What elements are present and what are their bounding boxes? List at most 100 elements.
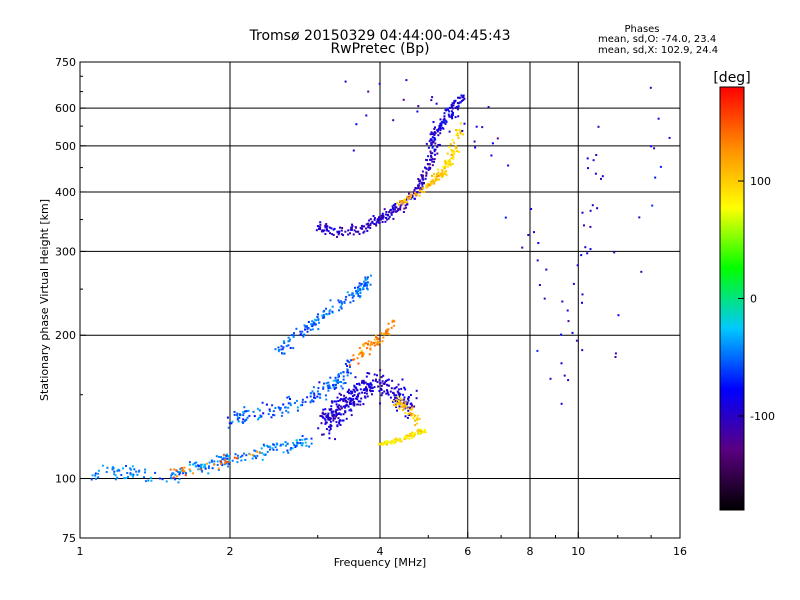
data-point — [400, 403, 403, 406]
data-point — [332, 384, 334, 387]
x-axis-label: Frequency [MHz] — [334, 556, 426, 569]
data-point — [328, 312, 331, 315]
data-point — [354, 376, 357, 379]
data-point — [327, 385, 330, 388]
data-point — [138, 469, 141, 472]
data-point — [601, 175, 604, 178]
data-point — [339, 399, 341, 402]
data-point — [344, 363, 347, 365]
data-point — [364, 284, 367, 287]
data-point — [380, 376, 383, 379]
data-point — [392, 439, 395, 442]
data-point — [451, 149, 454, 152]
data-point — [409, 195, 412, 198]
data-point — [360, 224, 363, 227]
data-point — [437, 174, 440, 177]
data-point — [403, 406, 405, 409]
data-point — [445, 173, 448, 176]
data-point — [363, 388, 366, 390]
data-point — [172, 476, 175, 479]
data-point — [371, 343, 374, 346]
colorbar-tick-label: 0 — [750, 293, 757, 306]
data-point — [326, 313, 329, 316]
data-point — [91, 474, 94, 477]
data-point — [426, 186, 429, 189]
data-point — [406, 203, 409, 206]
data-point — [336, 230, 339, 233]
data-point — [591, 204, 594, 207]
data-point — [221, 464, 224, 467]
data-point — [320, 422, 323, 425]
data-point — [597, 125, 600, 128]
data-point — [369, 222, 372, 225]
colorbar-tick-label: -100 — [750, 410, 775, 423]
data-point — [396, 396, 399, 399]
data-point — [179, 467, 182, 470]
data-point — [253, 449, 256, 452]
data-point — [312, 386, 315, 389]
data-point — [295, 399, 298, 402]
data-point — [299, 333, 302, 336]
data-point — [433, 172, 436, 175]
data-point — [389, 396, 392, 399]
data-point — [231, 420, 234, 423]
data-point — [394, 397, 397, 399]
data-point — [385, 217, 387, 219]
data-point — [421, 187, 424, 190]
data-point — [379, 402, 381, 405]
data-point — [363, 342, 366, 345]
data-point — [233, 410, 236, 413]
data-point — [437, 134, 440, 137]
data-point — [381, 340, 384, 343]
data-point — [202, 466, 205, 469]
data-point — [357, 362, 360, 365]
data-point — [271, 404, 274, 407]
y-tick-label: 300 — [55, 245, 76, 258]
data-point — [324, 226, 327, 229]
data-point — [356, 288, 359, 291]
data-point — [125, 465, 127, 467]
data-point — [97, 472, 100, 475]
data-point — [447, 108, 450, 111]
data-point — [385, 211, 388, 213]
data-point — [392, 210, 395, 213]
data-point — [349, 390, 352, 393]
data-point — [487, 106, 490, 108]
data-point — [421, 183, 424, 186]
data-point — [451, 139, 454, 142]
data-point — [349, 232, 351, 235]
data-point — [381, 392, 384, 395]
data-point — [256, 407, 259, 410]
data-point — [382, 382, 385, 385]
data-point — [421, 181, 424, 184]
data-point — [258, 409, 261, 412]
data-point — [346, 359, 349, 362]
data-point — [363, 285, 365, 288]
data-point — [218, 455, 220, 458]
data-point — [649, 86, 652, 89]
data-point — [237, 457, 240, 460]
data-point — [399, 200, 402, 203]
data-point — [144, 471, 146, 474]
data-point — [446, 165, 449, 168]
data-point — [329, 309, 332, 312]
data-point — [272, 410, 275, 413]
data-point — [349, 372, 352, 375]
data-point — [319, 228, 321, 231]
data-point — [385, 380, 388, 382]
data-point — [371, 220, 374, 223]
data-point — [350, 414, 353, 417]
x-tick-label: 16 — [673, 545, 687, 558]
data-point — [377, 443, 380, 446]
data-point — [342, 405, 345, 408]
data-point — [366, 229, 369, 232]
data-point — [340, 229, 343, 232]
data-point — [377, 338, 380, 341]
data-point — [318, 225, 321, 228]
data-point — [431, 178, 434, 181]
data-point — [332, 415, 335, 418]
data-point — [279, 444, 282, 447]
data-point — [243, 452, 245, 455]
data-point — [346, 391, 349, 393]
